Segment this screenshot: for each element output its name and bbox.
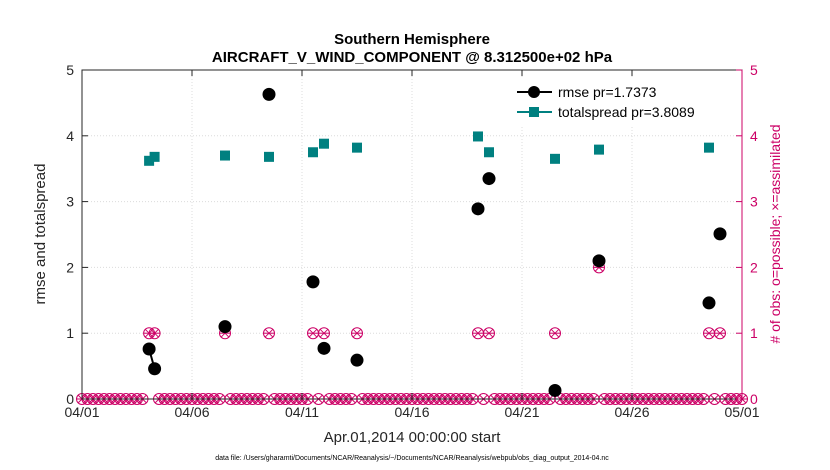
totalspread-point <box>704 142 714 153</box>
chart-title-line1: Southern Hemisphere <box>334 31 490 48</box>
x-tick-label: 04/16 <box>394 404 429 420</box>
totalspread-series <box>144 107 725 166</box>
y-tick-label-right: 4 <box>750 128 758 144</box>
rmse-point <box>306 275 320 289</box>
totalspread-point <box>594 144 604 155</box>
obs-count-marker <box>549 327 561 340</box>
y-tick-label-left: 5 <box>66 62 74 78</box>
legend-rmse-marker <box>528 86 540 98</box>
legend-box <box>510 78 736 126</box>
y-tick-label-right: 2 <box>750 259 758 275</box>
totalspread-point <box>352 142 362 153</box>
data-file-footnote: data file: /Users/gharamti/Documents/NCA… <box>215 455 609 462</box>
totalspread-point <box>144 155 155 166</box>
rmse-point <box>350 353 364 367</box>
rmse-point <box>592 254 606 268</box>
legend-rmse-label: rmse pr=1.7373 <box>558 84 657 100</box>
y-tick-label-left: 4 <box>66 128 74 144</box>
obs-count-marker <box>351 327 363 340</box>
obs-count-marker <box>483 327 495 340</box>
rmse-point <box>713 227 727 241</box>
rmse-point <box>548 383 562 397</box>
y-tick-label-left: 2 <box>66 259 74 275</box>
rmse-point <box>262 87 276 101</box>
y-tick-label-right: 5 <box>750 62 758 78</box>
rmse-point <box>317 341 331 355</box>
y-axis-label-left: rmse and totalspread <box>32 164 49 305</box>
legend-totalspread-marker <box>529 107 539 117</box>
totalspread-point <box>220 150 230 161</box>
y-axis-label-right: # of obs: o=possible; ×=assimilated <box>767 124 783 343</box>
x-axis-label: Apr.01,2014 00:00:00 start <box>324 429 502 446</box>
y-tick-label-right: 0 <box>750 391 758 407</box>
rmse-point <box>702 296 716 310</box>
legend: rmse pr=1.7373 totalspread pr=3.8089 <box>510 78 736 126</box>
obs-count-marker <box>263 327 275 340</box>
rmse-point <box>142 342 156 356</box>
y-tick-label-left: 3 <box>66 194 74 210</box>
totalspread-point <box>149 151 160 162</box>
obs-count-marker <box>714 327 726 340</box>
rmse-point <box>218 320 232 334</box>
y-tick-label-right: 1 <box>750 325 758 341</box>
y-tick-label-right: 3 <box>750 194 758 210</box>
rmse-point <box>482 172 496 186</box>
x-tick-label: 04/26 <box>614 404 649 420</box>
totalspread-point <box>308 147 318 158</box>
rmse-point <box>148 362 162 376</box>
totalspread-point <box>264 151 274 162</box>
legend-totalspread-label: totalspread pr=3.8089 <box>558 104 695 120</box>
x-tick-label: 04/01 <box>64 404 99 420</box>
x-tick-label: 04/21 <box>504 404 539 420</box>
totalspread-point <box>484 147 494 158</box>
axes: 04/01 04/06 04/11 04/16 04/21 04/26 05/0101234… <box>64 62 759 420</box>
y-tick-label-left: 0 <box>66 391 74 407</box>
x-tick-label: 05/01 <box>724 404 759 420</box>
x-tick-label: 04/11 <box>285 404 319 420</box>
y-tick-label-left: 1 <box>66 325 74 341</box>
obs-count-marker <box>318 327 330 340</box>
totalspread-point <box>319 138 329 149</box>
x-tick-label: 04/06 <box>174 404 209 420</box>
chart-title-line2: AIRCRAFT_V_WIND_COMPONENT @ 8.312500e+02… <box>212 49 613 66</box>
rmse-series <box>142 87 727 397</box>
totalspread-point <box>550 153 560 164</box>
obs-count-marker <box>148 327 161 340</box>
rmse-point <box>471 202 485 216</box>
totalspread-point <box>473 131 483 142</box>
